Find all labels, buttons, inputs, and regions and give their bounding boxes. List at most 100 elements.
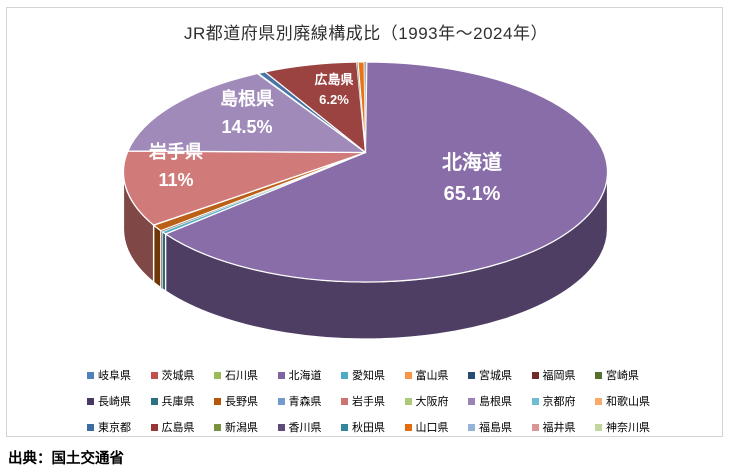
- legend-item: 山口県: [404, 414, 469, 440]
- slice-label-島根県: 島根県 14.5%: [220, 86, 274, 142]
- legend-label: 島根県: [479, 396, 512, 408]
- legend-swatch: [404, 397, 412, 405]
- legend-item: 東京都: [87, 414, 151, 440]
- legend-label: 長崎県: [98, 396, 131, 408]
- legend-item: 島根県: [468, 388, 532, 414]
- legend-item: 兵庫県: [150, 388, 215, 414]
- legend-item: 宮城県: [468, 362, 532, 388]
- legend-item: 岩手県: [341, 388, 405, 414]
- legend-swatch: [150, 397, 158, 405]
- legend-label: 神奈川県: [606, 422, 650, 434]
- legend-swatch: [404, 371, 412, 379]
- legend-item: 福岡県: [531, 362, 596, 388]
- legend-swatch: [214, 423, 221, 431]
- legend-label: 大阪府: [415, 396, 449, 408]
- legend: 岐阜県 茨城県 石川県 北海道 愛知県 富山県 宮城県 福岡県 宮崎県長崎県 兵庫県 長野県 青森県 岩…: [87, 362, 659, 440]
- legend-item: 茨城県: [150, 362, 215, 388]
- legend-swatch: [150, 371, 158, 379]
- legend-label: 新潟県: [225, 422, 258, 434]
- legend-label: 広島県: [161, 422, 195, 434]
- slice-label-広島県: 広島県 6.2%: [314, 70, 353, 110]
- slice-label-name: 北海道: [442, 152, 502, 174]
- legend-swatch: [277, 423, 285, 431]
- pie-slice-side-愛知県: [161, 231, 167, 292]
- legend-label: 北海道: [288, 370, 322, 382]
- legend-swatch: [531, 397, 539, 405]
- slice-label-value: 14.5%: [221, 116, 273, 137]
- legend-label: 宮崎県: [606, 370, 639, 382]
- legend-label: 茨城県: [161, 370, 195, 382]
- legend-swatch: [87, 397, 94, 405]
- slice-label-北海道: 北海道 65.1%: [442, 148, 502, 210]
- legend-swatch: [214, 371, 221, 379]
- legend-item: 福井県: [531, 414, 596, 440]
- legend-item: 宮崎県: [595, 362, 659, 388]
- slice-label-name: 島根県: [220, 89, 274, 109]
- source-note: 出典：国土交通省: [8, 451, 124, 467]
- pie-slice-愛知県: [161, 151, 367, 235]
- legend-item: 青森県: [277, 388, 342, 414]
- legend-swatch: [595, 397, 602, 405]
- legend-swatch: [87, 371, 94, 379]
- legend-swatch: [150, 423, 158, 431]
- legend-label: 兵庫県: [161, 396, 195, 408]
- legend-item: 京都府: [531, 388, 596, 414]
- legend-label: 福岡県: [542, 370, 576, 382]
- pie-slice-side-長野県: [153, 224, 162, 289]
- legend-swatch: [531, 371, 539, 379]
- legend-label: 岩手県: [352, 396, 385, 408]
- legend-label: 香川県: [288, 422, 322, 434]
- legend-label: 京都府: [542, 396, 576, 408]
- legend-item: 新潟県: [214, 414, 278, 440]
- pie-slice-山口県: [357, 61, 367, 154]
- legend-label: 長野県: [225, 396, 258, 408]
- legend-item: 北海道: [277, 362, 342, 388]
- legend-label: 福島県: [479, 422, 512, 434]
- legend-swatch: [531, 423, 539, 431]
- legend-label: 富山県: [415, 370, 449, 382]
- legend-swatch: [341, 397, 348, 405]
- legend-item: 石川県: [214, 362, 278, 388]
- legend-swatch: [468, 423, 475, 431]
- pie-slice-島根県: [127, 72, 367, 154]
- legend-swatch: [341, 423, 348, 431]
- slice-label-name: 岩手県: [149, 142, 203, 162]
- pie-slice-福井県: [364, 62, 366, 153]
- legend-label: 愛知県: [352, 370, 385, 382]
- legend-swatch: [595, 371, 602, 379]
- legend-swatch: [341, 371, 348, 379]
- legend-swatch: [277, 397, 285, 405]
- pie-slice-広島県: [264, 61, 367, 154]
- legend-item: 広島県: [150, 414, 215, 440]
- legend-item: 和歌山県: [595, 388, 659, 414]
- legend-item: 富山県: [404, 362, 469, 388]
- legend-label: 青森県: [288, 396, 322, 408]
- legend-swatch: [87, 423, 94, 431]
- legend-swatch: [404, 423, 412, 431]
- slice-label-name: 広島県: [314, 72, 354, 87]
- pie-slice-岩手県: [122, 150, 367, 226]
- legend-label: 石川県: [225, 370, 258, 382]
- slice-label-岩手県: 岩手県 11%: [149, 139, 203, 195]
- legend-label: 宮城県: [479, 370, 512, 382]
- legend-label: 福井県: [542, 422, 576, 434]
- legend-label: 東京都: [98, 422, 131, 434]
- slice-label-value: 65.1%: [443, 183, 501, 205]
- legend-swatch: [595, 423, 602, 431]
- legend-item: 長崎県: [87, 388, 151, 414]
- legend-swatch: [468, 397, 475, 405]
- legend-label: 秋田県: [352, 422, 385, 434]
- legend-label: 和歌山県: [606, 396, 650, 408]
- legend-item: 長野県: [214, 388, 278, 414]
- legend-item: 愛知県: [341, 362, 405, 388]
- legend-label: 岐阜県: [98, 370, 131, 382]
- legend-label: 山口県: [415, 422, 449, 434]
- legend-item: 神奈川県: [595, 414, 659, 440]
- legend-item: 福島県: [468, 414, 532, 440]
- legend-swatch: [277, 371, 285, 379]
- slice-label-value: 6.2%: [319, 92, 349, 108]
- legend-item: 秋田県: [341, 414, 405, 440]
- legend-item: 大阪府: [404, 388, 469, 414]
- legend-swatch: [214, 397, 221, 405]
